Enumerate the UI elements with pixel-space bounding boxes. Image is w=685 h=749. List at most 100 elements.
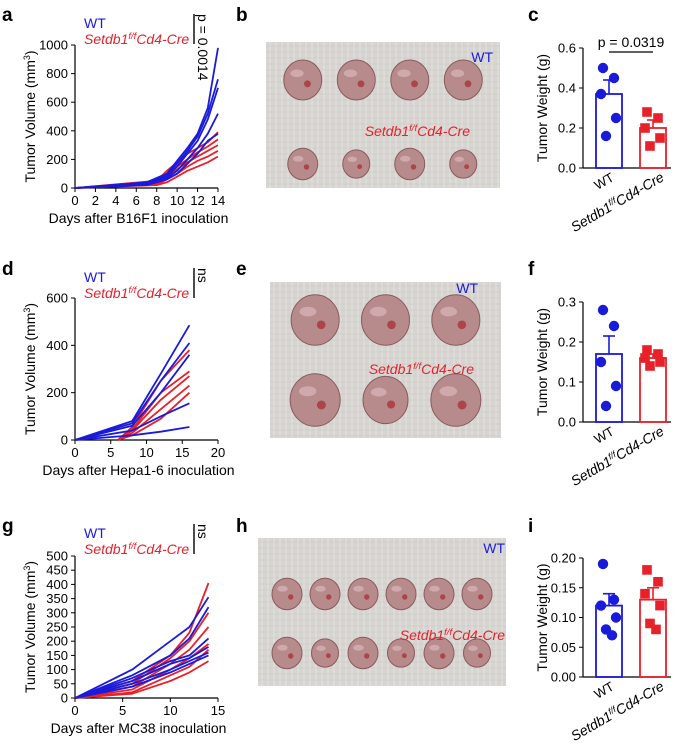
data-point-wt [610, 380, 622, 392]
stat-label: p = 0.0319 [598, 34, 665, 50]
photo-label-wt: WT [471, 49, 493, 65]
y-axis-label: Tumor Weight (g) [534, 308, 550, 416]
tumor-blood-spot [410, 164, 417, 170]
x-tick-label: 8 [153, 193, 160, 208]
tumor-blood-spot [304, 80, 311, 88]
series-line-wt [74, 426, 190, 441]
y-tick-label: 0.10 [551, 610, 576, 625]
tumor-highlight [315, 585, 326, 592]
x-tick-label: 12 [190, 193, 204, 208]
tumor-blood-spot [357, 80, 365, 88]
bar-cre [639, 598, 667, 678]
x-axis-label: Days after Hepa1-6 inoculation [42, 462, 234, 478]
tumor-specimen [342, 149, 371, 179]
tumor-photo-b16f1: WT Setdb1f/fCd4-Cre [266, 42, 500, 188]
y-tick-label: 0.2 [558, 121, 576, 136]
series-line-wt [74, 606, 210, 699]
tumor-blood-spot [316, 320, 326, 330]
series-line-wt [74, 596, 210, 699]
tumor-specimen [463, 638, 491, 668]
y-tick-label: 600 [46, 95, 68, 110]
y-tick-label: 600 [46, 291, 68, 306]
data-point-wt [597, 558, 609, 570]
data-point-cre [642, 107, 652, 117]
panel-label-a: a [2, 5, 13, 26]
y-axis-label: Tumor Weight (g) [534, 563, 550, 671]
category-label-cre: Setdb1f/fCd4-Cre [568, 678, 667, 744]
y-tick-label: 0.0 [558, 415, 576, 430]
y-tick-label: 200 [46, 152, 68, 167]
data-point-wt [595, 600, 607, 611]
x-tick-label: 15 [211, 703, 225, 718]
tumor-blood-spot [440, 594, 446, 600]
tumor-highlight [277, 644, 288, 651]
legend-cre: Setdb1f/fCd4-Cre [84, 31, 189, 47]
tumor-specimen [461, 577, 493, 611]
data-point-cre [653, 577, 663, 587]
tumor-specimen [311, 638, 339, 668]
y-tick-label: 0.15 [551, 580, 576, 595]
data-point-cre [642, 565, 652, 575]
tumor-highlight [353, 585, 364, 592]
x-tick-label: 0 [71, 445, 78, 460]
data-point-cre [651, 624, 661, 635]
panel-label-g: g [2, 516, 14, 537]
tumor-highlight [392, 645, 402, 651]
tumor-highlight [400, 155, 411, 162]
tumor-highlight [343, 69, 358, 78]
tumor-blood-spot [464, 164, 470, 170]
x-axis-label: Days after MC38 inoculation [51, 720, 227, 736]
panel-label-e: e [236, 259, 247, 280]
x-axis-label: Days after B16F1 inoculation [49, 210, 229, 226]
legend-cre: Setdb1f/fCd4-Cre [84, 285, 189, 301]
tumor-specimen [287, 147, 319, 181]
tumor-highlight [391, 585, 402, 592]
y-tick-label: 0.05 [551, 640, 576, 655]
tumor-photo-hepa1-6: WT Setdb1f/fCd4-Cre [270, 280, 501, 438]
tumor-blood-spot [464, 80, 472, 88]
x-tick-label: 4 [112, 193, 119, 208]
series-line-wt [74, 654, 209, 699]
series-line-cre [74, 138, 219, 189]
tumor-specimen [347, 636, 379, 670]
tumor-highlight [290, 69, 304, 78]
tumor-blood-spot [387, 400, 396, 409]
tumor-highlight [347, 156, 357, 162]
data-point-cre [640, 353, 650, 363]
panel-label-h: h [236, 516, 248, 537]
tumor-specimen [283, 59, 323, 101]
y-tick-label: 0.20 [551, 551, 576, 566]
y-tick-label: 0 [61, 691, 68, 706]
data-point-wt [608, 320, 620, 332]
tumor-specimen [431, 294, 481, 346]
y-tick-label: 0 [61, 433, 68, 448]
tumor-blood-spot [288, 653, 294, 659]
tumor-blood-spot [364, 594, 370, 600]
series-line-cre [117, 349, 191, 441]
panel-label-d: d [2, 259, 14, 280]
series-line-wt [74, 646, 209, 699]
series-line-wt [74, 113, 219, 189]
tumor-specimen [430, 373, 482, 427]
y-tick-label: 500 [46, 549, 68, 564]
tumor-highlight [429, 585, 440, 592]
series-line-wt [74, 132, 219, 189]
y-axis-label: Tumor Volume (mm3) [22, 303, 38, 435]
data-point-wt [608, 594, 620, 605]
tumor-blood-spot [387, 320, 396, 330]
tumor-highlight [316, 645, 326, 651]
y-tick-label: 1000 [39, 38, 68, 53]
tumor-blood-spot [364, 653, 370, 659]
series-line-wt [74, 354, 191, 441]
tumor-blood-spot [402, 594, 408, 600]
tumor-highlight [439, 386, 458, 397]
tumor-blood-spot [477, 653, 483, 659]
data-point-wt [610, 612, 622, 623]
data-point-cre [640, 123, 650, 133]
y-tick-label: 800 [46, 66, 68, 81]
tumor-highlight [397, 69, 411, 78]
y-tick-label: 300 [46, 605, 68, 620]
data-point-wt [597, 62, 609, 74]
